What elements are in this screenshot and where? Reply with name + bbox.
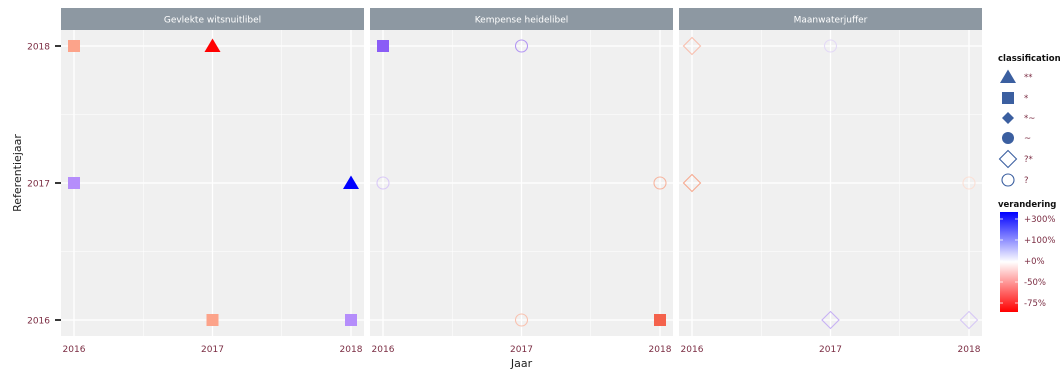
data-point	[68, 40, 80, 52]
data-point	[823, 39, 838, 53]
legend-label: **	[1024, 73, 1033, 83]
color-bar-label: -75%	[1024, 299, 1046, 309]
data-point	[682, 173, 702, 193]
legend-label: ?*	[1024, 155, 1033, 165]
legend-shape-title: classification	[998, 54, 1060, 64]
x-tick-label: 2017	[819, 345, 842, 355]
x-tick-label: 2018	[340, 345, 363, 355]
facet-panel: Kempense heidelibel	[370, 8, 673, 336]
x-tick-label: 2017	[510, 345, 533, 355]
color-bar-label: -50%	[1024, 278, 1046, 288]
legend-label: *	[1024, 94, 1028, 104]
legend-color-title: verandering	[998, 200, 1056, 210]
data-point	[962, 176, 976, 190]
legend-key	[1000, 69, 1016, 83]
color-bar-label: +300%	[1024, 215, 1055, 225]
color-bar-label: +0%	[1024, 257, 1045, 267]
legend-key	[998, 149, 1018, 169]
legend-label: *~	[1024, 114, 1035, 124]
data-point	[376, 176, 390, 190]
data-point	[204, 38, 221, 52]
facet-panel: Gevlekte witsnuitlibel	[61, 8, 364, 336]
color-bar	[1000, 212, 1018, 312]
data-point	[514, 39, 529, 53]
x-tick-label: 2018	[649, 345, 672, 355]
data-point	[343, 175, 359, 189]
y-tick-label: 2016	[27, 317, 50, 327]
facet-strip-label: Maanwaterjuffer	[794, 16, 868, 26]
legend-key	[1002, 92, 1014, 104]
data-point	[654, 314, 666, 326]
data-point	[653, 176, 667, 190]
x-tick-label: 2016	[372, 345, 395, 355]
facet-strip-label: Gevlekte witsnuitlibel	[164, 16, 261, 26]
legend-label: ?	[1024, 176, 1029, 186]
facet-panel: Maanwaterjuffer	[679, 8, 982, 336]
y-axis-title: Referentiejaar	[11, 134, 24, 212]
data-point	[959, 310, 979, 330]
data-point	[377, 40, 389, 52]
color-bar-label: +100%	[1024, 236, 1055, 246]
legend-key	[1002, 132, 1014, 144]
x-axis-title: Jaar	[510, 357, 533, 370]
x-tick-label: 2016	[681, 345, 704, 355]
legend-key	[1002, 112, 1014, 124]
facet-strip	[370, 8, 673, 30]
facet-strip	[61, 8, 364, 30]
facet-strip-label: Kempense heidelibel	[475, 16, 569, 26]
legend-label: ~	[1024, 134, 1031, 144]
x-tick-label: 2017	[201, 345, 224, 355]
data-point	[682, 36, 702, 56]
y-tick-label: 2018	[27, 43, 50, 53]
legend-key	[1001, 173, 1015, 187]
data-point	[68, 177, 80, 189]
data-point	[206, 314, 219, 326]
axes: 2016 2017 2018 2016 2017 2018 2016 2017 2018 2016…	[11, 43, 981, 371]
x-tick-label: 2018	[958, 345, 981, 355]
data-point	[821, 310, 840, 330]
legend: classification****~~?*?verandering+300%+…	[998, 54, 1060, 312]
facet-strip	[679, 8, 982, 30]
facet-panels: Gevlekte witsnuitlibel Kempense heidelibe…	[61, 8, 982, 336]
data-point	[514, 313, 529, 327]
x-tick-label: 2016	[63, 345, 86, 355]
y-tick-label: 2017	[27, 180, 50, 190]
data-point	[345, 314, 357, 326]
